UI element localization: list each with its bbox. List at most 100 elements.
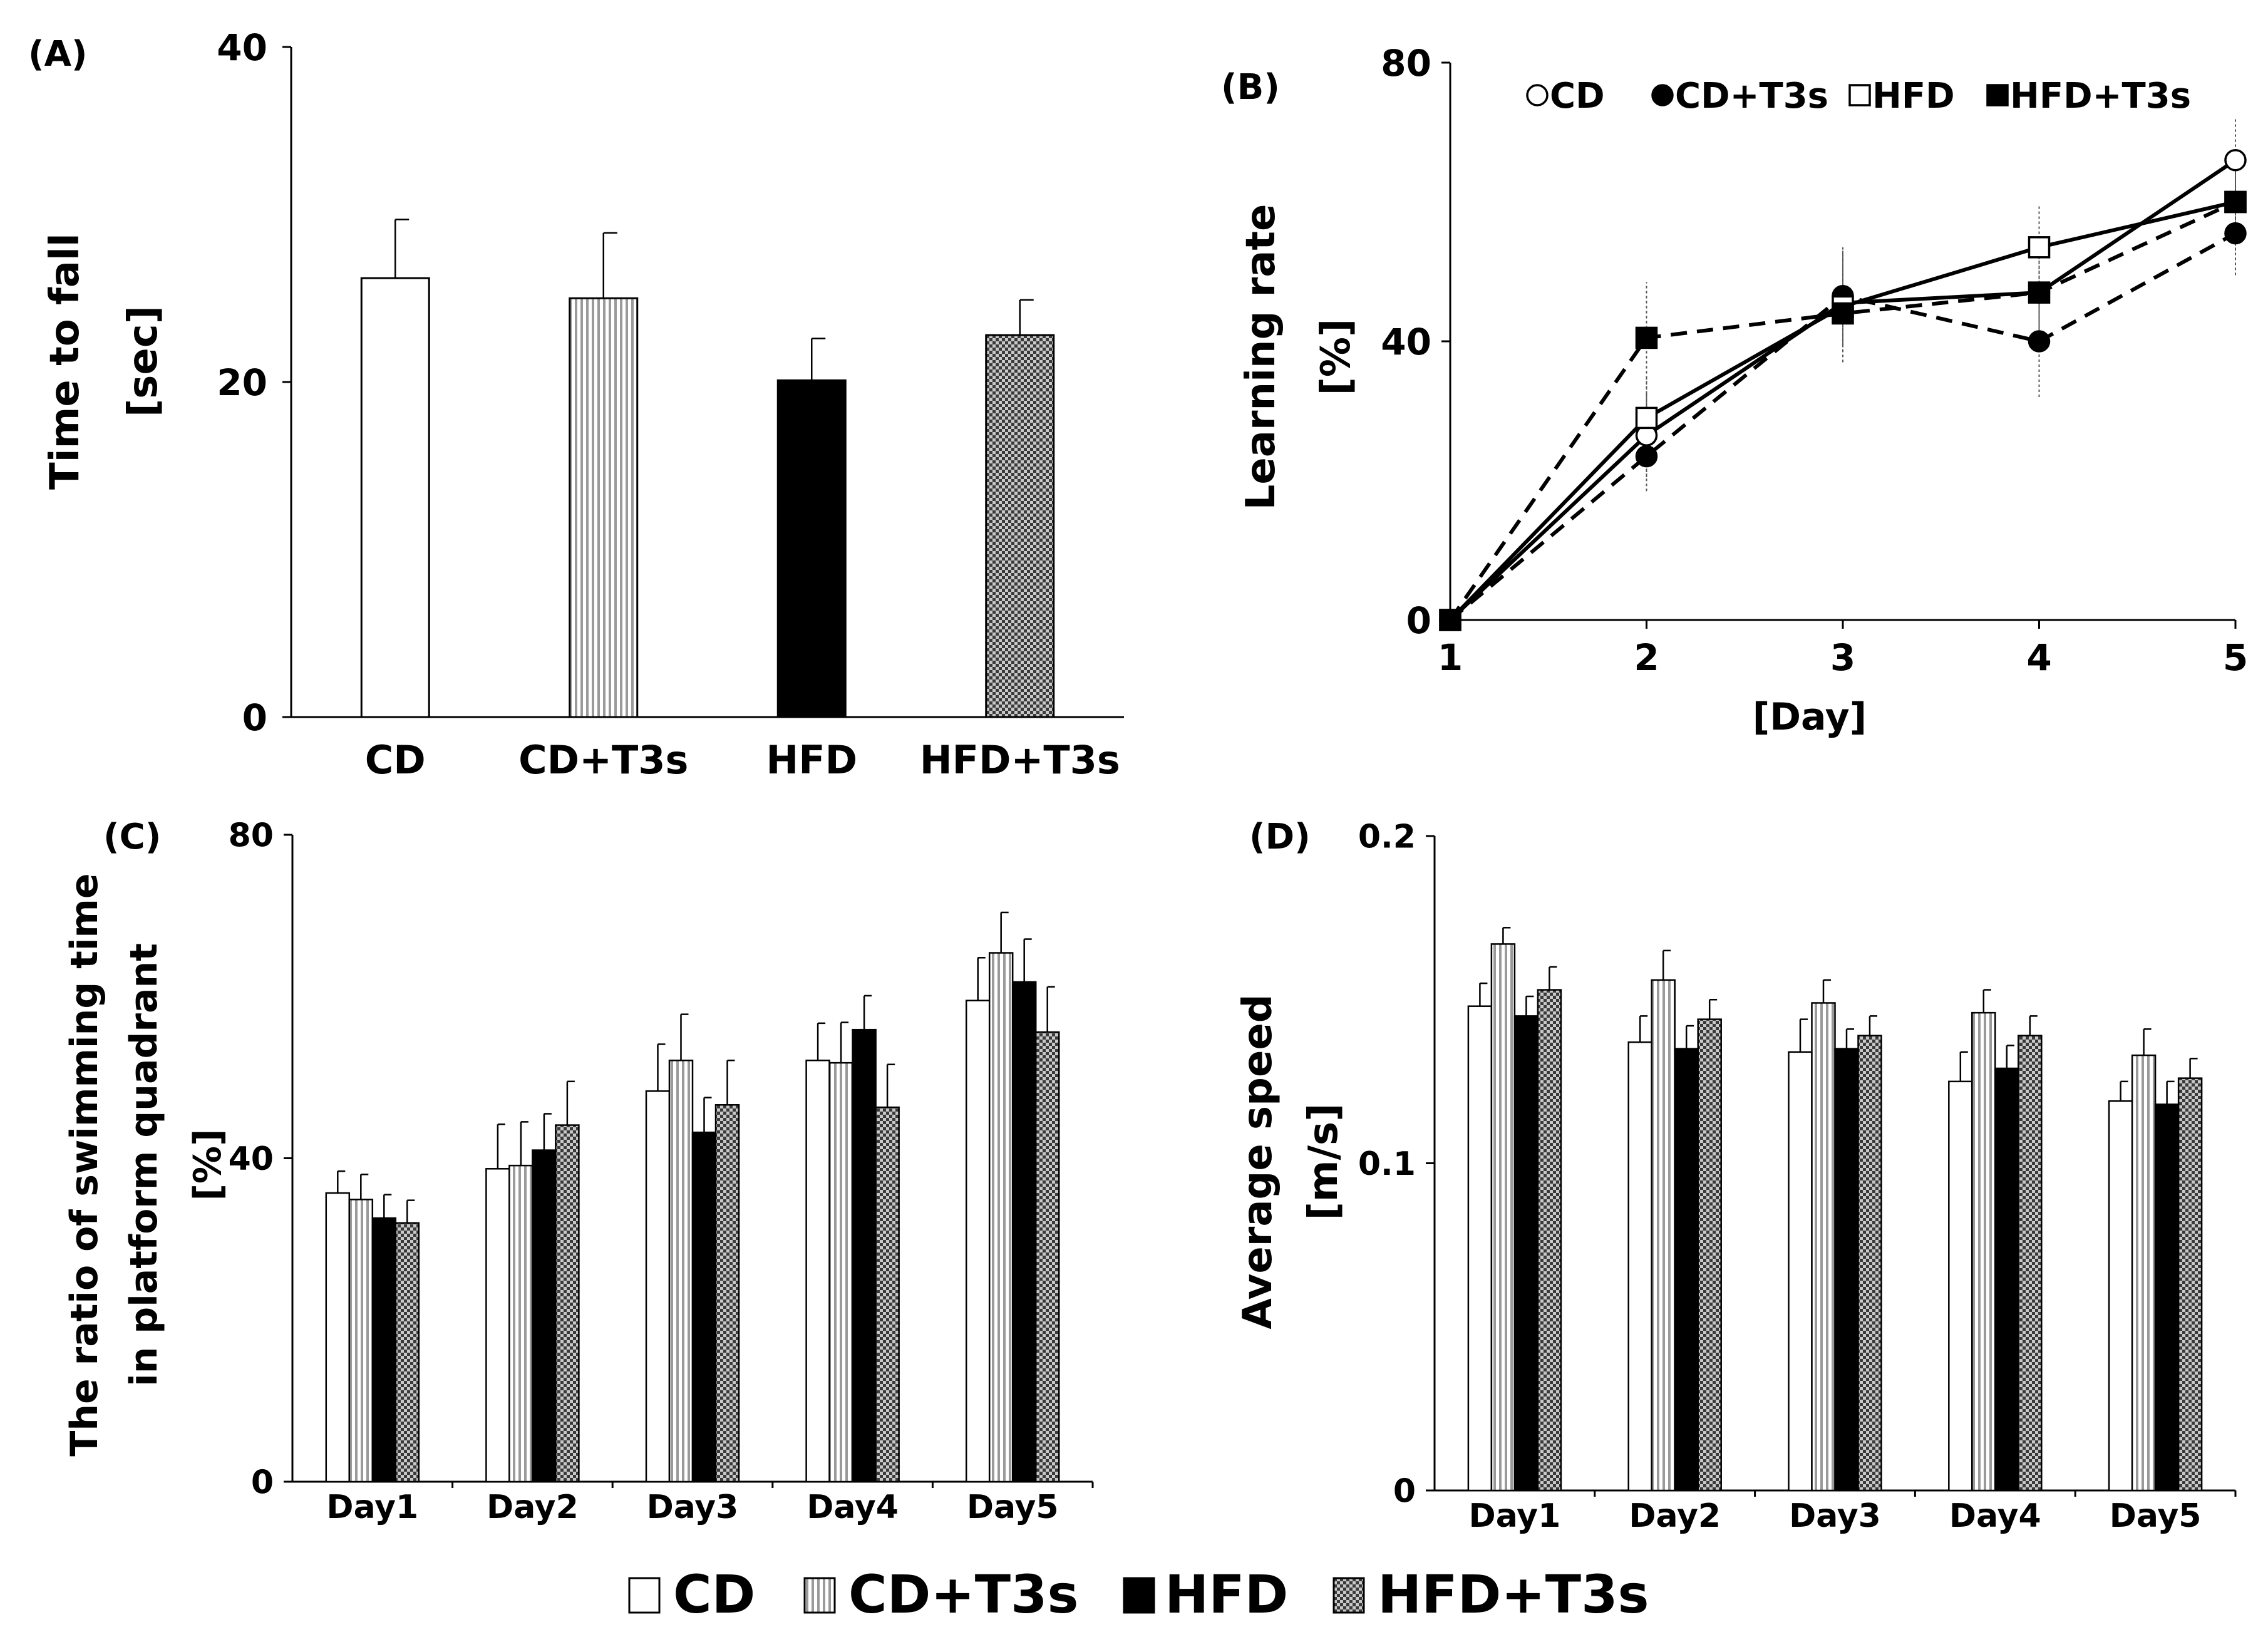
- panel-a-bar-hfd: [776, 379, 847, 718]
- panel-d-xtick-label-day1: Day1: [1469, 1497, 1561, 1535]
- panel-b-legend-label-cd: CD: [1550, 76, 1605, 116]
- panel-c-bar-day1-hfd: [371, 1217, 397, 1483]
- panel-c-label: (C): [103, 817, 161, 857]
- panel-c-bar-day1-hfd-t3s: [394, 1222, 420, 1483]
- panel-d-bar-day4-cd-t3s: [1971, 1011, 1996, 1492]
- panel-c-bar-day3-cd-t3s: [668, 1060, 694, 1483]
- panel-a-ytick-label-1: 20: [217, 361, 267, 404]
- panel-c-bar-day1-cd: [325, 1192, 351, 1483]
- panel-d-bar-day5-hfd-t3s: [2177, 1077, 2203, 1492]
- panel-b-xtick-label-1: 2: [1634, 636, 1659, 679]
- panel-d-xtick-label-day2: Day2: [1629, 1497, 1721, 1535]
- panel-a-bar-chart: (A) Time to fall [sec] 0 20 40 CD CD+T3s HFD…: [28, 26, 1124, 783]
- panel-d-bar-day3-hfd-t3s: [1857, 1035, 1882, 1492]
- legend-label-hfd: HFD: [1165, 1564, 1288, 1625]
- panel-c-xtick-label-day3: Day3: [647, 1489, 739, 1526]
- panel-c-bar-day4-hfd-t3s: [875, 1106, 900, 1483]
- panel-b-point-hfd-day2: [1635, 406, 1658, 430]
- panel-b-xtick-label-3: 4: [2026, 636, 2051, 679]
- panel-b-point-hfd-t3s-day1: [1439, 609, 1461, 631]
- panel-d-bar-day5-hfd: [2154, 1103, 2180, 1492]
- panel-c-ylabel-line3: [%]: [186, 1129, 230, 1201]
- panel-b-ylabel-line1: Learning rate: [1238, 204, 1284, 510]
- panel-b-xtick-label-2: 3: [1830, 636, 1855, 679]
- panel-d-xtick-label-day4: Day4: [1949, 1497, 2041, 1535]
- panel-b-legend-marker-hfd-t3s: [1986, 84, 2009, 106]
- panel-d-bar-day4-cd: [1948, 1080, 1973, 1492]
- panel-b-point-hfd-t3s-day5: [2224, 190, 2247, 214]
- panel-b-ytick-label-1: 40: [1381, 321, 1431, 363]
- panel-c-bar-day5-hfd: [1011, 981, 1037, 1483]
- panel-d-ytick-label-0: 0: [1393, 1473, 1416, 1511]
- panel-d-bar-day1-cd-t3s: [1490, 943, 1516, 1492]
- panel-d-ylabel-line1: Average speed: [1235, 994, 1281, 1329]
- panel-c-bar-day2-hfd-t3s: [555, 1124, 580, 1483]
- panel-c-ytick-label-1: 40: [229, 1140, 274, 1178]
- panel-d-bar-day5-cd: [2108, 1100, 2133, 1492]
- panel-c-bar-day4-cd-t3s: [828, 1061, 853, 1483]
- panel-b-point-hfd-t3s-day4: [2028, 281, 2051, 304]
- panel-b-point-hfd-t3s-day2: [1635, 326, 1658, 349]
- panel-c-xtick-label-day1: Day1: [326, 1489, 418, 1526]
- panel-d-xtick-label-day3: Day3: [1789, 1497, 1881, 1535]
- panel-b-point-hfd-day4: [2028, 236, 2051, 259]
- panel-c-bar-chart: (C) The ratio of swimming time in platfo…: [63, 817, 1094, 1526]
- panel-b-xtick-label-4: 5: [2223, 636, 2248, 679]
- panel-c-bar-day4-hfd: [852, 1028, 877, 1483]
- panel-a-xtick-label-hfd-t3s: HFD+T3s: [920, 737, 1120, 783]
- panel-d-bar-chart: (D) Average speed [m/s] 0 0.1 0.2 Day1 Day2…: [1235, 817, 2237, 1535]
- legend-label-hfd-t3s: HFD+T3s: [1378, 1564, 1649, 1625]
- panel-c-xtick-label-day4: Day4: [807, 1489, 899, 1526]
- panel-d-bar-day5-cd-t3s: [2131, 1054, 2157, 1492]
- panel-d-ytick-label-1: 0.1: [1358, 1145, 1416, 1183]
- panel-c-bar-day5-hfd-t3s: [1034, 1031, 1060, 1483]
- panel-d-bar-day4-hfd-t3s: [2018, 1035, 2043, 1492]
- panel-b-point-cd-t3s-day2: [1635, 445, 1658, 468]
- panel-c-ytick-label-2: 80: [229, 817, 274, 855]
- panel-d-bar-day1-hfd: [1513, 1015, 1539, 1492]
- panel-d-bar-day3-cd-t3s: [1811, 1002, 1836, 1492]
- panel-c-bar-day2-hfd: [532, 1149, 557, 1483]
- panel-b-legend-marker-cd: [1526, 84, 1549, 106]
- panel-c-bar-day2-cd: [485, 1168, 510, 1483]
- panel-b-ytick-label-2: 80: [1381, 42, 1431, 85]
- panel-b-label: (B): [1221, 67, 1280, 108]
- panel-d-bar-day1-cd: [1467, 1005, 1493, 1492]
- panel-d-bar-day2-hfd-t3s: [1697, 1018, 1722, 1492]
- panel-a-xtick-label-hfd: HFD: [766, 737, 857, 783]
- panel-b-point-cd-t3s-day5: [2224, 222, 2247, 245]
- panel-a-xtick-label-cd: CD: [365, 737, 426, 783]
- panel-d-xtick-label-day5: Day5: [2110, 1497, 2202, 1535]
- panel-c-bar-day5-cd-t3s: [988, 952, 1014, 1483]
- panel-b-ytick-label-0: 0: [1406, 599, 1431, 642]
- panel-c-xtick-label-day2: Day2: [487, 1489, 579, 1526]
- panel-b-legend-label-hfd-t3s: HFD+T3s: [2010, 76, 2191, 116]
- panel-a-ylabel-line1: Time to fall: [42, 233, 88, 490]
- panel-b-legend-marker-cd-t3s: [1651, 84, 1674, 106]
- panel-c-bar-day2-cd-t3s: [508, 1164, 533, 1483]
- panel-b-xlabel: [Day]: [1753, 695, 1867, 739]
- panel-d-bar-day1-hfd-t3s: [1537, 989, 1562, 1492]
- panel-a-ylabel-line2: [sec]: [120, 306, 167, 417]
- legend-swatch-hfd-t3s: [1332, 1577, 1365, 1614]
- panel-b-legend-label-cd-t3s: CD+T3s: [1675, 76, 1828, 116]
- panel-b-xtick-label-0: 1: [1438, 636, 1463, 679]
- panel-d-bar-day2-hfd: [1674, 1048, 1699, 1492]
- panel-d-ytick-label-2: 0.2: [1358, 819, 1416, 856]
- panel-b-point-cd-t3s-day4: [2028, 330, 2051, 353]
- panel-c-bar-day4-cd: [805, 1060, 830, 1483]
- legend-swatch-hfd: [1123, 1577, 1155, 1614]
- panel-a-bar-cd-t3s: [569, 297, 639, 718]
- panel-c-bar-day3-hfd: [691, 1131, 717, 1483]
- legend-label-cd: CD: [673, 1564, 755, 1625]
- panel-d-bar-day4-hfd: [1994, 1067, 2019, 1492]
- panel-d-bar-day2-cd-t3s: [1651, 979, 1676, 1492]
- panel-b-point-cd-day5: [2224, 149, 2247, 172]
- panel-a-ytick-label-2: 40: [217, 26, 267, 69]
- panel-c-ylabel-line2: in platform quadrant: [122, 943, 166, 1387]
- panel-c-bar-day5-cd: [965, 999, 991, 1483]
- panel-d-label: (D): [1249, 817, 1311, 857]
- panel-c-ytick-label-0: 0: [251, 1464, 274, 1502]
- panel-c-bar-day1-cd-t3s: [348, 1199, 374, 1483]
